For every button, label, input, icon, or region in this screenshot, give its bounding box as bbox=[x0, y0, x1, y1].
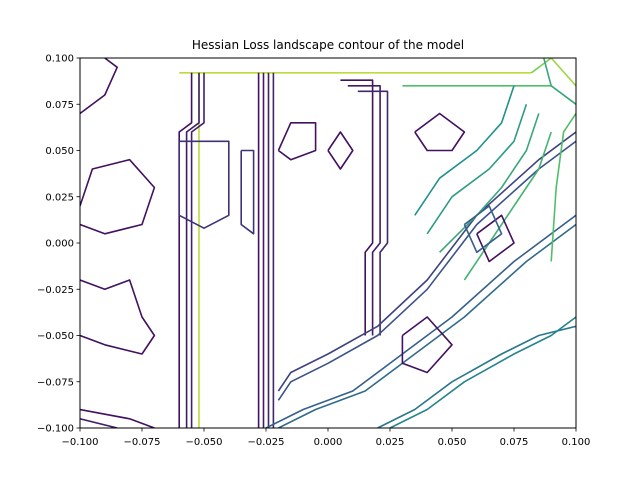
contour-line bbox=[277, 122, 317, 161]
contour-line bbox=[401, 316, 453, 374]
contour-line bbox=[550, 58, 576, 87]
contour-line bbox=[530, 58, 552, 74]
contour-line bbox=[414, 85, 515, 216]
y-tick-label: 0.100 bbox=[45, 54, 74, 65]
contour-line bbox=[240, 149, 255, 235]
contour-line bbox=[327, 131, 354, 170]
x-tick-label: 0.100 bbox=[562, 437, 591, 448]
x-tick-label: −0.100 bbox=[61, 437, 98, 448]
y-tick-label: 0.050 bbox=[45, 146, 74, 157]
x-tick-label: −0.025 bbox=[247, 437, 284, 448]
contour-line bbox=[476, 214, 515, 263]
y-tick-label: −0.075 bbox=[37, 377, 74, 388]
contour-line bbox=[377, 325, 576, 428]
contour-line bbox=[389, 316, 576, 428]
x-tick-label: 0.000 bbox=[314, 437, 343, 448]
x-tick-label: −0.075 bbox=[123, 437, 160, 448]
contour-line bbox=[543, 58, 576, 105]
contour-line bbox=[277, 131, 576, 392]
contour-line bbox=[277, 140, 576, 401]
contour-line bbox=[463, 131, 552, 281]
x-tick-label: 0.075 bbox=[500, 437, 529, 448]
contour-line bbox=[414, 112, 466, 152]
y-tick-label: 0.075 bbox=[45, 100, 74, 111]
contour-line bbox=[178, 140, 230, 229]
contour-line bbox=[463, 205, 503, 254]
contour-line bbox=[278, 223, 576, 428]
contour-line bbox=[426, 104, 528, 235]
contour-line bbox=[80, 158, 156, 235]
contour-line bbox=[190, 72, 205, 428]
chart-title: Hessian Loss landscape contour of the mo… bbox=[192, 38, 464, 52]
y-axis: −0.100 −0.075 −0.050 −0.025 0.000 0.025 0.050 0… bbox=[37, 54, 80, 435]
contour-line bbox=[185, 72, 200, 428]
contour-line bbox=[347, 85, 381, 336]
contour-line bbox=[178, 72, 193, 428]
contour-line bbox=[80, 279, 156, 355]
x-tick-label: 0.050 bbox=[438, 437, 467, 448]
plot-background bbox=[80, 58, 576, 428]
x-axis: −0.100 −0.075 −0.050 −0.025 0.000 0.025 0.050 0… bbox=[61, 428, 590, 448]
contour-line bbox=[80, 58, 118, 115]
contour-line bbox=[80, 418, 118, 428]
contour-line bbox=[340, 79, 374, 336]
x-tick-label: 0.025 bbox=[376, 437, 405, 448]
contour-line bbox=[550, 113, 576, 262]
y-tick-label: 0.000 bbox=[45, 239, 74, 250]
contour-line bbox=[357, 90, 389, 336]
contour-lines bbox=[80, 58, 576, 428]
plot-area bbox=[79, 57, 577, 429]
x-tick-label: −0.050 bbox=[185, 437, 222, 448]
y-tick-label: −0.100 bbox=[37, 424, 74, 435]
contour-line bbox=[439, 113, 540, 253]
contour-line bbox=[80, 408, 155, 428]
y-tick-label: −0.025 bbox=[37, 285, 74, 296]
y-tick-label: 0.025 bbox=[45, 192, 74, 203]
y-tick-label: −0.050 bbox=[37, 331, 74, 342]
